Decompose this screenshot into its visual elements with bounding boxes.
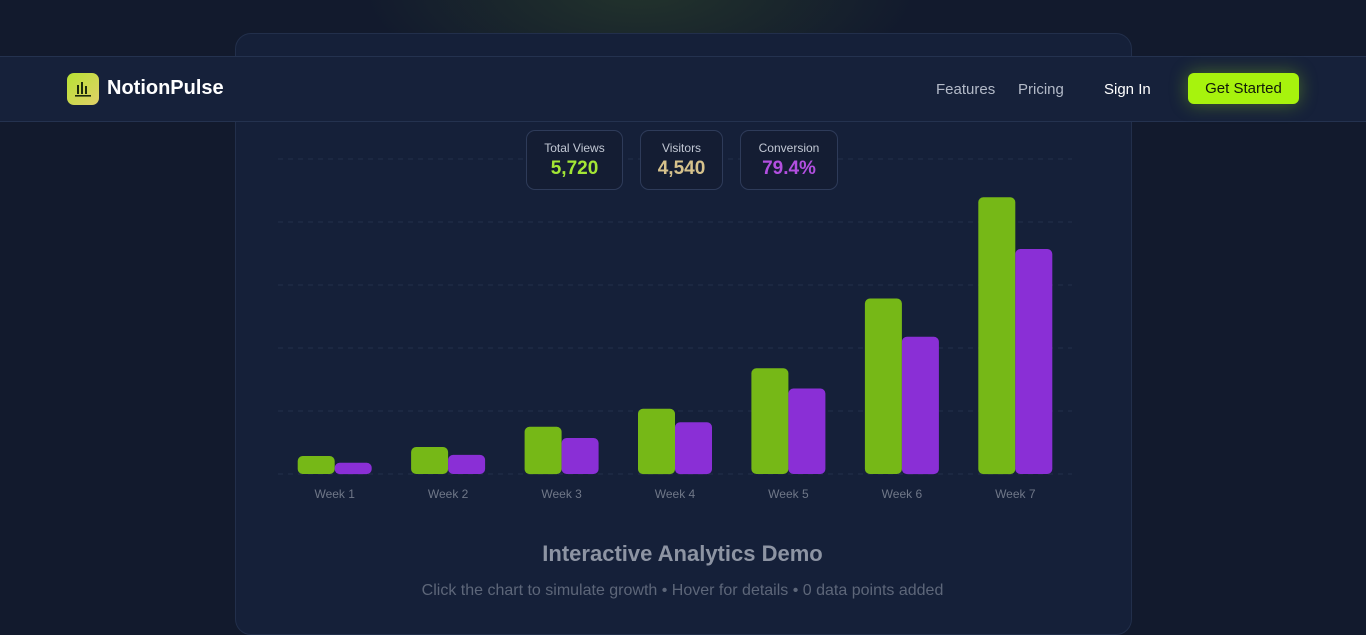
sign-in-link[interactable]: Sign In: [1104, 81, 1151, 98]
stat-label: Conversion: [758, 141, 820, 155]
bar-series-1-week-1[interactable]: [297, 456, 335, 474]
brand-name[interactable]: NotionPulse: [107, 77, 224, 99]
stat-label: Total Views: [544, 141, 605, 155]
logo[interactable]: [67, 73, 99, 105]
analytics-bar-chart[interactable]: Week 1 Week 2 Week 3 Week 4 Week 5 Week 6 Week…: [0, 0, 1366, 603]
bar-series-1-week-5[interactable]: [751, 368, 789, 474]
stat-value: 79.4%: [762, 158, 816, 179]
bar-series-2-week-7[interactable]: [1015, 249, 1053, 474]
bar-series-2-week-4[interactable]: [675, 422, 712, 475]
demo-title: Interactive Analytics Demo: [542, 541, 823, 566]
chart-grid: [278, 158, 1072, 475]
nav-link-features[interactable]: Features: [936, 81, 996, 98]
bar-series-2-week-5[interactable]: [788, 388, 826, 475]
stat-conversion: Conversion 79.4%: [740, 130, 838, 190]
stat-total-views: Total Views 5,720: [526, 130, 623, 190]
bar-series-2-week-6[interactable]: [901, 336, 939, 475]
x-tick-label: Week 4: [655, 487, 696, 501]
bar-series-1-week-7[interactable]: [978, 197, 1016, 475]
bar-series-1-week-6[interactable]: [864, 298, 902, 475]
x-tick-label: Week 3: [541, 487, 582, 501]
x-tick-label: Week 2: [428, 487, 469, 501]
bar-series-2-week-3[interactable]: [561, 438, 599, 474]
demo-subtitle: Click the chart to simulate growth • Hov…: [421, 582, 944, 599]
bar-series-1-week-4[interactable]: [638, 408, 675, 475]
x-tick-label: Week 1: [314, 487, 355, 501]
x-tick-label: Week 7: [995, 487, 1036, 501]
bar-series-2-week-2[interactable]: [448, 454, 486, 474]
x-tick-label: Week 5: [768, 487, 809, 501]
bar-series-2-week-1[interactable]: [334, 462, 372, 475]
x-tick-label: Week 6: [882, 487, 923, 501]
nav-link-pricing[interactable]: Pricing: [1018, 81, 1064, 98]
stat-value: 5,720: [550, 158, 599, 179]
stat-label: Visitors: [661, 141, 702, 155]
stat-visitors: Visitors 4,540: [640, 130, 723, 190]
bar-series-1-week-2[interactable]: [411, 447, 449, 474]
stat-value: 4,540: [657, 158, 706, 179]
bar-chart-icon: [75, 82, 91, 97]
bar-series-1-week-3[interactable]: [524, 426, 562, 475]
top-navbar: NotionPulse Features Pricing Sign In Get…: [0, 56, 1366, 122]
get-started-button[interactable]: Get Started: [1188, 73, 1299, 104]
chart-bars[interactable]: [297, 197, 1053, 475]
chart-x-labels: Week 1 Week 2 Week 3 Week 4 Week 5 Week 6 Week…: [314, 487, 1035, 501]
